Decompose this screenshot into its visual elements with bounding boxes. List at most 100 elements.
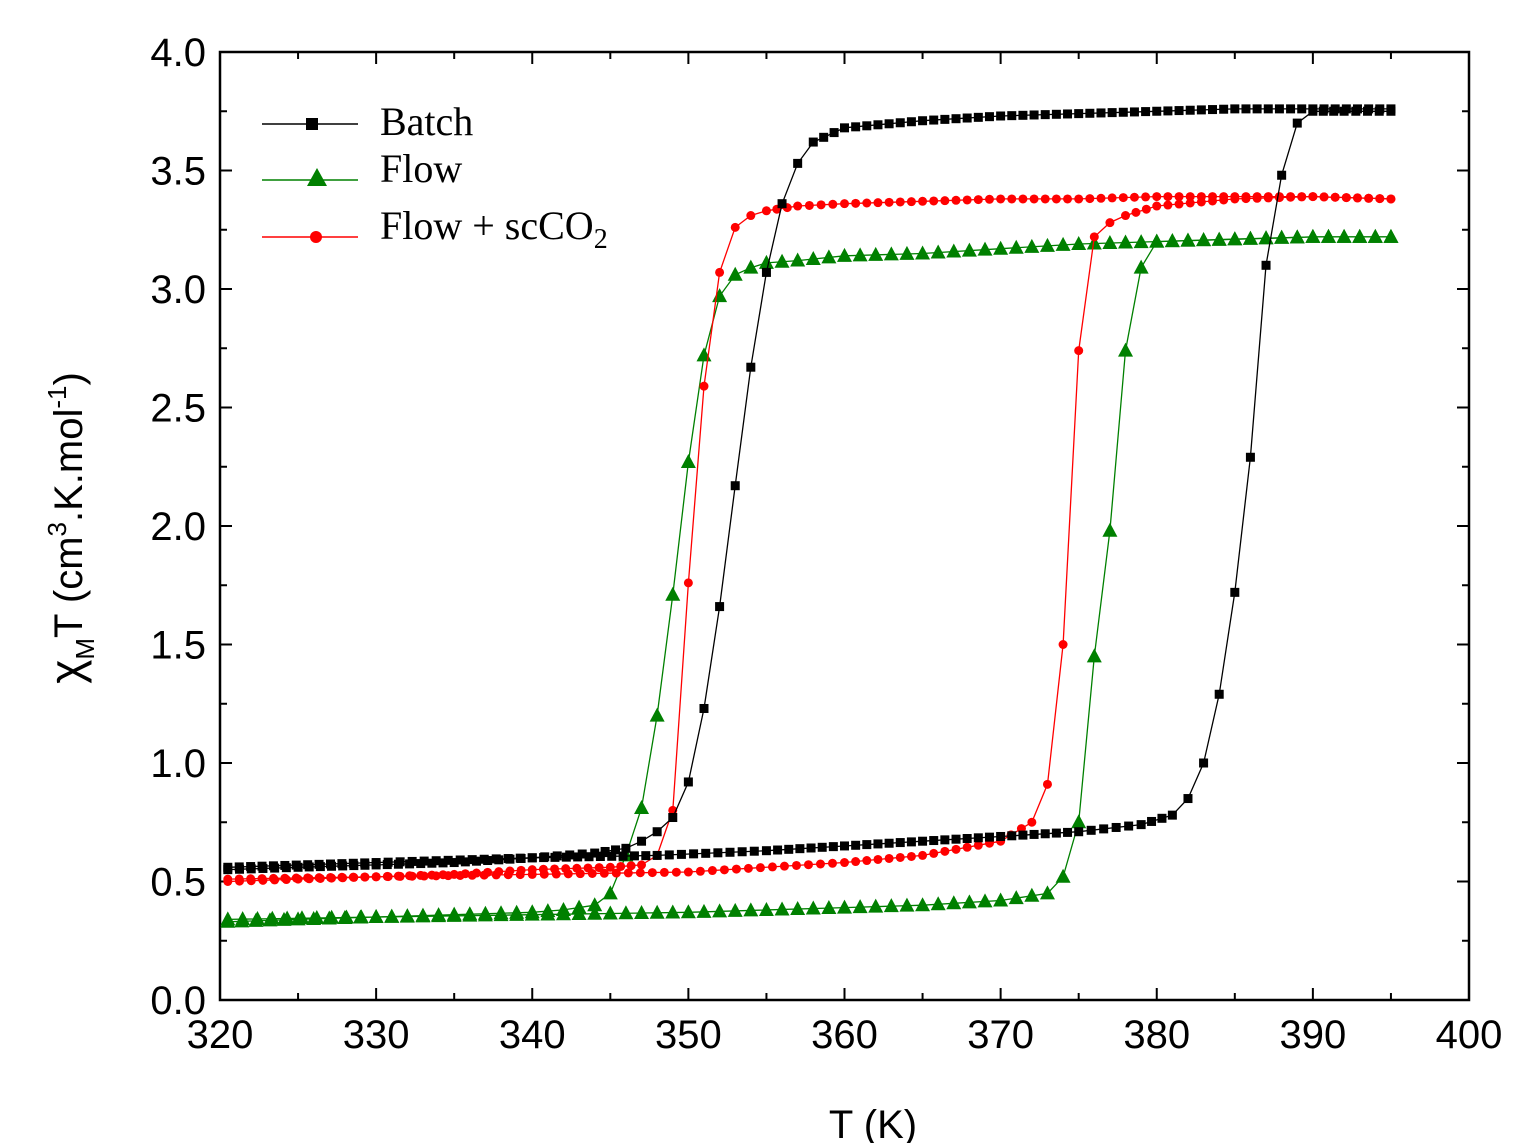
data-point	[873, 120, 883, 130]
data-point	[993, 240, 1009, 255]
data-point	[713, 848, 723, 858]
data-point	[840, 199, 849, 209]
data-point	[665, 904, 681, 919]
y-axis-title-chi: χ	[40, 660, 92, 684]
data-point	[1118, 234, 1134, 249]
data-point	[680, 454, 696, 469]
data-point	[940, 114, 950, 124]
x-tick-label: 360	[811, 1013, 878, 1057]
data-point	[1040, 194, 1050, 204]
data-point	[1149, 233, 1165, 248]
series-flow-scco2	[223, 192, 1396, 886]
data-point	[915, 245, 931, 260]
data-point	[462, 907, 478, 922]
data-point	[587, 868, 597, 878]
data-point	[777, 199, 787, 209]
data-point	[993, 892, 1009, 907]
data-point	[821, 900, 837, 915]
data-point	[815, 859, 825, 869]
data-point	[1040, 110, 1050, 120]
data-point	[961, 242, 977, 257]
data-point	[719, 865, 729, 875]
data-point	[929, 115, 939, 125]
data-point	[415, 908, 431, 923]
data-point	[884, 119, 894, 129]
data-point	[1230, 194, 1240, 204]
data-point	[527, 853, 537, 863]
data-point	[618, 905, 634, 920]
data-point	[1147, 816, 1157, 826]
data-point	[268, 873, 278, 883]
data-point	[884, 197, 894, 207]
legend: Batch Flow Flow + scCO2	[262, 99, 608, 255]
data-point	[438, 858, 448, 868]
data-point	[637, 836, 647, 846]
legend-label-flow-scco2-main: Flow + scCO	[380, 203, 594, 248]
x-axis-title: T (K)	[829, 1103, 917, 1143]
data-point	[1230, 104, 1240, 114]
data-point	[1174, 192, 1184, 202]
data-point	[1085, 108, 1095, 118]
data-point	[1141, 192, 1151, 202]
data-point	[873, 854, 883, 864]
data-point	[962, 834, 972, 844]
data-point	[1133, 234, 1149, 249]
data-point	[563, 869, 573, 879]
data-point	[1375, 194, 1385, 204]
data-point	[1051, 194, 1061, 204]
data-point	[774, 253, 790, 268]
data-point	[1074, 346, 1084, 356]
data-point	[795, 844, 805, 854]
data-point	[1374, 106, 1384, 116]
data-point	[868, 246, 884, 261]
data-point	[551, 869, 561, 879]
data-point	[973, 112, 983, 122]
data-point	[1141, 107, 1151, 117]
data-point	[715, 602, 725, 612]
data-point	[1174, 199, 1184, 209]
data-point	[1208, 196, 1218, 206]
data-point	[906, 851, 916, 861]
data-point	[449, 858, 459, 868]
data-point	[602, 905, 618, 920]
data-point	[431, 908, 447, 923]
data-point	[1242, 230, 1258, 245]
data-point	[683, 777, 693, 787]
data-point	[730, 222, 740, 232]
data-point	[1058, 640, 1068, 649]
data-point	[779, 861, 789, 871]
data-point	[652, 827, 662, 837]
data-point	[793, 158, 803, 168]
data-point	[1320, 228, 1336, 243]
data-point	[652, 850, 662, 860]
data-point	[479, 870, 489, 880]
data-point	[577, 849, 587, 859]
data-point	[1364, 193, 1374, 203]
data-point	[1352, 193, 1362, 203]
data-point	[1133, 259, 1149, 274]
data-point	[929, 196, 939, 206]
data-point	[383, 872, 393, 882]
data-point	[407, 856, 417, 866]
data-point	[773, 845, 783, 855]
series-line-heating	[227, 195, 1391, 880]
data-point	[915, 897, 931, 912]
data-point	[984, 832, 994, 842]
data-point	[1089, 232, 1099, 242]
y-axis-title-close: )	[47, 372, 91, 385]
data-point	[883, 246, 899, 261]
data-point	[840, 123, 849, 133]
data-point	[279, 910, 295, 925]
data-point	[1152, 192, 1162, 202]
x-tick-label: 380	[1123, 1013, 1190, 1057]
data-point	[1163, 106, 1173, 116]
data-point	[600, 846, 610, 856]
y-axis-title-sup2: -1	[42, 386, 72, 409]
data-point	[314, 859, 324, 869]
data-point	[683, 578, 693, 588]
data-point	[419, 871, 429, 881]
data-point	[984, 112, 994, 122]
data-point	[862, 121, 872, 131]
data-point	[1330, 192, 1340, 202]
data-point	[1367, 228, 1383, 243]
